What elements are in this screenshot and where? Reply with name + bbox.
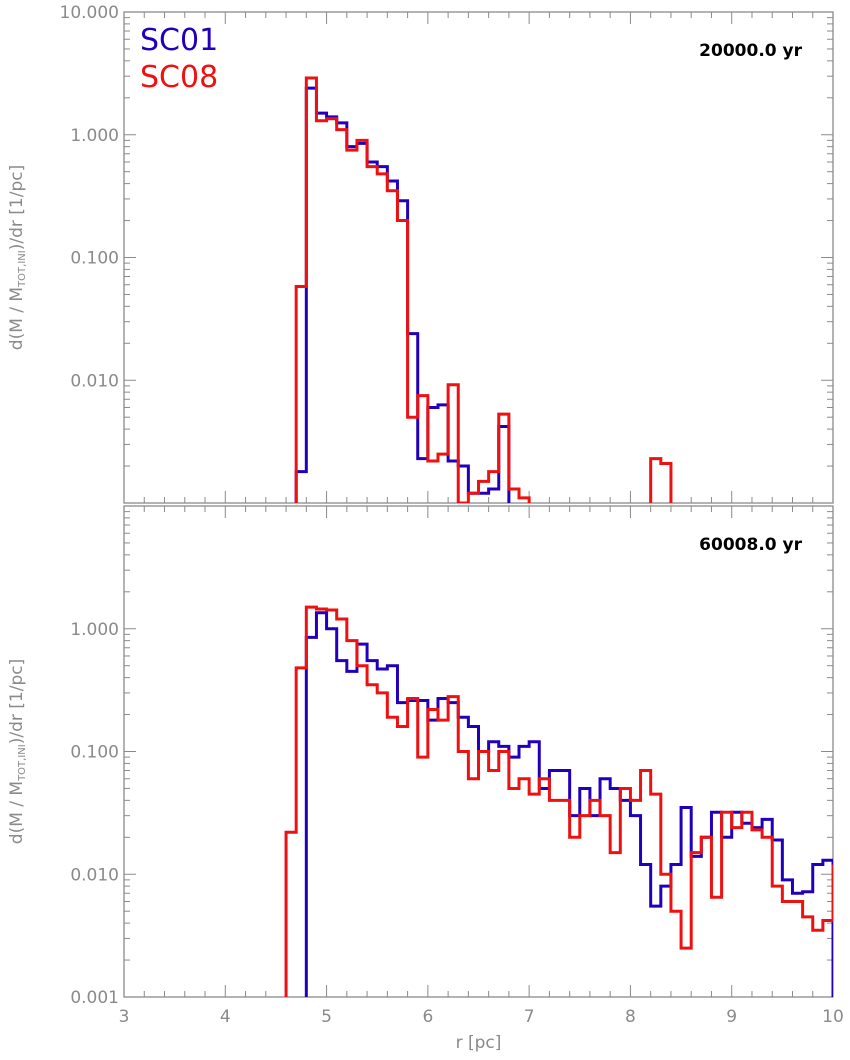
y-axis-title: d(M / MTOT,INI)/dr [1/pc] xyxy=(7,659,28,844)
y-tick-label: 1.000 xyxy=(70,620,119,640)
y-axis-title-subscript: TOT,INI xyxy=(17,250,28,288)
legend-sc08: SC08 xyxy=(140,60,218,95)
y-tick-label: 0.100 xyxy=(70,743,119,763)
plot-frame xyxy=(123,11,834,504)
x-tick-label: 3 xyxy=(119,1007,130,1027)
x-tick-label: 6 xyxy=(422,1007,433,1027)
x-axis-title: r [pc] xyxy=(456,1033,502,1053)
y-axis-title: d(M / MTOT,INI)/dr [1/pc] xyxy=(7,165,28,350)
y-axis-title-main: d(M / M xyxy=(7,781,27,844)
x-tick-label: 7 xyxy=(524,1007,535,1027)
bottom-panel: 0.001 0.010 0.100 1.000 3 4 5 6 7 8 9 10 r [pc] d(M /… xyxy=(7,505,844,1053)
series-sc08-histogram xyxy=(284,605,833,997)
y-tick-label: 0.001 xyxy=(70,988,119,1008)
series-sc08-histogram xyxy=(294,76,531,503)
time-annotation: 60008.0 yr xyxy=(699,535,802,555)
legend-sc01: SC01 xyxy=(140,23,218,58)
x-tick-label: 4 xyxy=(220,1007,231,1027)
x-tick-label: 9 xyxy=(726,1007,737,1027)
y-axis-title-end: )/dr [1/pc] xyxy=(7,165,27,251)
x-tick-label: 8 xyxy=(625,1007,636,1027)
y-tick-label: 0.100 xyxy=(70,249,119,269)
series-sc01-histogram xyxy=(304,611,833,997)
x-tick-label: 5 xyxy=(321,1007,332,1027)
y-tick-label: 10.000 xyxy=(60,3,119,23)
series-sc01-histogram xyxy=(294,86,511,503)
y-tick-label: 1.000 xyxy=(70,126,119,146)
series-sc08-histogram xyxy=(649,457,673,503)
top-panel: 0.010 0.100 1.000 10.000 d(M / MTOT,INI)/dr … xyxy=(7,3,834,504)
x-tick-label: 10 xyxy=(822,1007,844,1027)
y-axis-title-subscript: TOT,INI xyxy=(17,744,28,782)
y-tick-label: 0.010 xyxy=(70,371,119,391)
y-tick-label: 0.010 xyxy=(70,865,119,885)
y-axis-title-end: )/dr [1/pc] xyxy=(7,659,27,745)
y-axis-title-main: d(M / M xyxy=(7,287,27,350)
time-annotation: 20000.0 yr xyxy=(699,41,802,61)
